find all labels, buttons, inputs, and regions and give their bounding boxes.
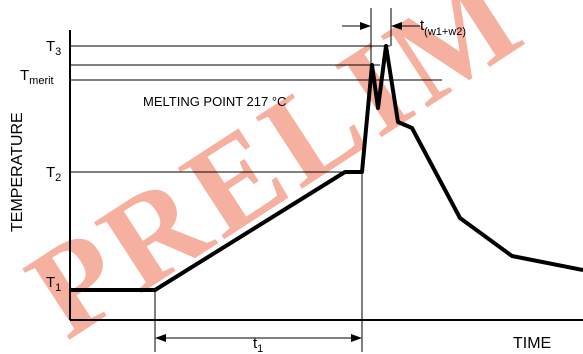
t3-label: T3 <box>46 38 61 58</box>
watermark: PRELIM <box>4 0 549 354</box>
tw-interval-arrows <box>342 22 420 30</box>
t1-label: T1 <box>46 274 61 294</box>
tw-interval-label: t(w1+w2) <box>420 17 466 38</box>
watermark-text: PRELIM <box>4 0 549 354</box>
y-axis-label: TEMPERATURE <box>9 112 26 232</box>
t2-label: T2 <box>46 164 61 184</box>
melting-point-label: MELTING POINT 217 °C <box>143 94 286 109</box>
t1-interval-arrow <box>155 334 362 342</box>
tmerit-label: Tmerit <box>20 67 54 87</box>
x-axis-label: TIME <box>513 335 551 352</box>
temperature-profile-curve <box>70 44 583 292</box>
t1-interval-label: t1 <box>253 335 263 354</box>
